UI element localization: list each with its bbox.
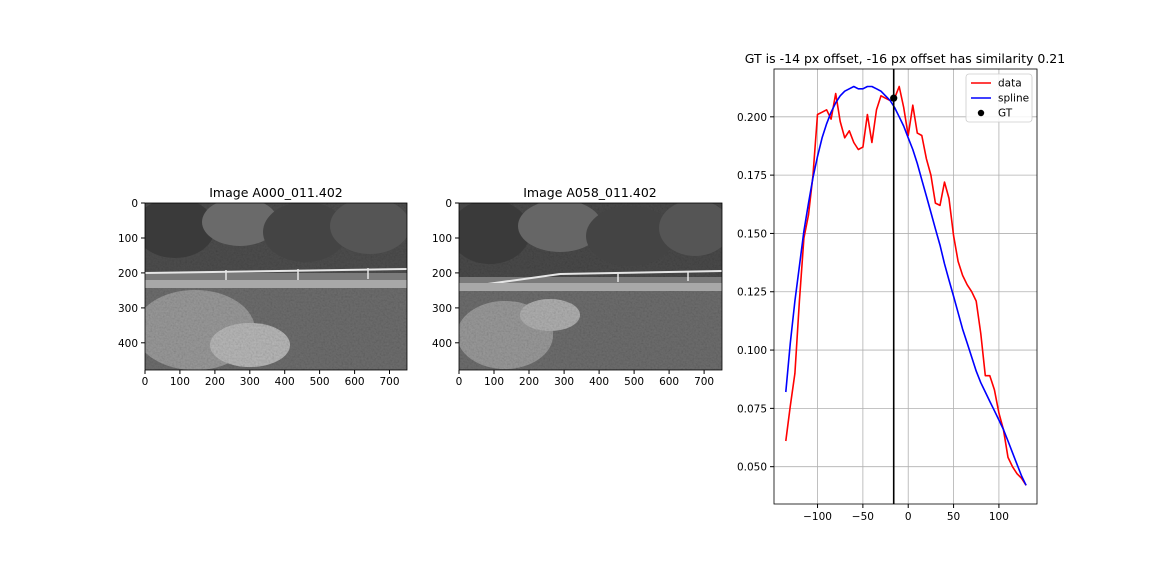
chart-title: GT is -14 px offset, -16 px offset has s…: [745, 51, 1065, 66]
legend-label-spline: spline: [998, 93, 1029, 105]
legend-swatch-GT: [977, 109, 985, 117]
y-tick-label: 400: [432, 338, 452, 350]
x-tick-label: 0: [142, 376, 149, 388]
grid: [774, 69, 1037, 504]
legend-label-GT: GT: [998, 108, 1013, 120]
x-tick-label: 700: [379, 376, 399, 388]
series-line-spline: [785, 85, 1027, 486]
y-axis-left: 0 100 200 300 400: [118, 198, 145, 350]
legend-box: [965, 73, 1033, 123]
image-panel-middle: Image A058_011.402 0 100 200 300 400 500: [432, 185, 723, 388]
y-tick-label: 0.075: [737, 403, 767, 415]
y-tick-label: 0: [445, 198, 452, 210]
x-tick-label: 100: [170, 376, 190, 388]
image-title-middle: Image A058_011.402: [523, 185, 656, 200]
y-tick-label: 200: [432, 268, 452, 280]
series-line-data: [785, 85, 1027, 486]
x-tick-label: 600: [659, 376, 679, 388]
y-tick-label: 300: [118, 303, 138, 315]
y-tick-label: 0.200: [737, 112, 767, 124]
x-tick-label: 300: [554, 376, 574, 388]
x-tick-label: 200: [519, 376, 539, 388]
chart-panel: GT is -14 px offset, -16 px offset has s…: [737, 51, 1065, 523]
legend: data spline GT: [965, 73, 1033, 123]
y-tick-label: 0.050: [737, 462, 767, 474]
x-tick-label: 300: [240, 376, 260, 388]
y-tick-label: 0.175: [737, 170, 767, 182]
series-area: [785, 69, 1027, 504]
point-GT: [890, 94, 898, 102]
x-tick-label: 400: [275, 376, 295, 388]
x-tick-label: 400: [589, 376, 609, 388]
x-tick-label: 50: [947, 511, 960, 523]
y-tick-label: 100: [118, 233, 138, 245]
x-tick-label: 500: [624, 376, 644, 388]
y-tick-label: 400: [118, 338, 138, 350]
chart-x-axis: −100 −50 0 50 100: [803, 504, 1009, 523]
y-tick-label: 0: [131, 198, 138, 210]
y-tick-label: 0.100: [737, 345, 767, 357]
x-tick-label: 100: [484, 376, 504, 388]
x-tick-label: 200: [205, 376, 225, 388]
chart-y-axis: 0.050 0.075 0.100 0.125 0.150 0.175 0.200: [737, 112, 774, 474]
plot-frame: [773, 68, 1038, 505]
x-tick-label: 0: [905, 511, 912, 523]
x-axis-left: 0 100 200 300 400 500 600 700: [142, 370, 400, 388]
x-tick-label: 700: [694, 376, 714, 388]
y-tick-label: 300: [432, 303, 452, 315]
x-tick-label: 0: [456, 376, 463, 388]
scene-image-left: [145, 203, 407, 370]
x-tick-label: 100: [989, 511, 1009, 523]
x-tick-label: 600: [345, 376, 365, 388]
y-tick-label: 100: [432, 233, 452, 245]
image-title-left: Image A000_011.402: [209, 185, 342, 200]
x-tick-label: 500: [310, 376, 330, 388]
x-tick-label: −50: [852, 511, 874, 523]
legend-label-data: data: [998, 78, 1022, 90]
y-axis-middle: 0 100 200 300 400: [432, 198, 459, 350]
scene-image-middle: [459, 203, 722, 370]
x-axis-middle: 0 100 200 300 400 500 600 700: [456, 370, 714, 388]
image-panel-left: Image A000_011.402 0 100 200 3: [118, 185, 408, 388]
y-tick-label: 0.125: [737, 287, 767, 299]
y-tick-label: 0.150: [737, 228, 767, 240]
y-tick-label: 200: [118, 268, 138, 280]
x-tick-label: −100: [803, 511, 832, 523]
